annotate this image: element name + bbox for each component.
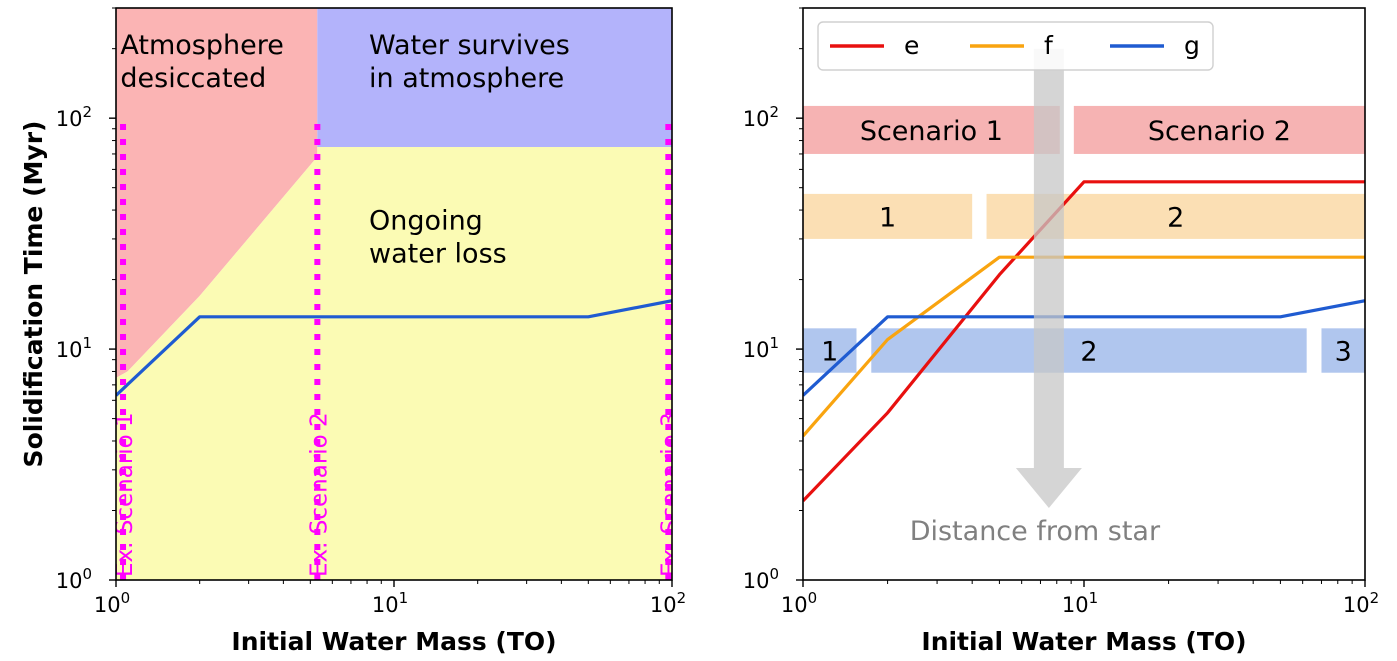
- scenario-band-layer: Scenario 1 Scenario 2 1 2 1 2 3: [803, 105, 1365, 373]
- scenario-band-label: 2: [1167, 202, 1184, 233]
- scenario-marker-layer: Ex. Scenario 1 Ex. Scenario 2 Ex. Scenario…: [112, 123, 683, 580]
- scenario-band: [803, 328, 857, 373]
- y-tick-label: 101: [743, 334, 779, 362]
- region-area: [116, 8, 318, 378]
- tick-layer: 100 101 102 100 101 102: [56, 7, 686, 617]
- x-axis-label: Initial Water Mass (TO): [231, 627, 556, 656]
- legend-label: e: [904, 31, 919, 60]
- x-tick-label: 102: [1343, 589, 1379, 617]
- legend-label: f: [1044, 31, 1054, 60]
- series-line: [803, 255, 1365, 438]
- scenario-marker-label: Ex. Scenario 2: [306, 412, 332, 577]
- scenario-band-label: 3: [1335, 337, 1352, 368]
- region-area: [116, 147, 672, 580]
- scenario-band: [803, 193, 973, 239]
- y-axis-label: Solidification Time (Myr): [19, 121, 48, 468]
- plot-frame: [802, 7, 1366, 581]
- distance-arrow: Distance from star: [910, 48, 1161, 547]
- x-tick-label: 100: [781, 589, 817, 617]
- region-area: [317, 8, 672, 147]
- x-axis-label: Initial Water Mass (TO): [921, 627, 1246, 656]
- region-label: Ongoing water loss: [369, 205, 507, 269]
- scenario-band: [1321, 328, 1365, 373]
- scenario-band: [803, 105, 1060, 154]
- region-label: Water survives in atmosphere: [369, 30, 570, 94]
- scenario-band: [871, 328, 1307, 373]
- region-label-layer: Atmosphere desiccated Water survives in atm…: [120, 30, 569, 270]
- series-layer: [803, 180, 1365, 503]
- scenario-band-label: Scenario 1: [860, 116, 1003, 147]
- legend-label: g: [1184, 31, 1200, 60]
- scenario-band: [1073, 105, 1365, 154]
- x-tick-label: 101: [1062, 589, 1098, 617]
- series-line: [803, 180, 1365, 503]
- x-tick-label: 100: [94, 589, 130, 617]
- tick-layer: 100 101 102 100 101 102: [743, 7, 1379, 617]
- scenario-band-label: 2: [1080, 337, 1097, 368]
- y-tick-label: 100: [743, 565, 779, 593]
- scenario-band-label: 1: [821, 337, 838, 368]
- left-chart: Ex. Scenario 1 Ex. Scenario 2 Ex. Scenario…: [19, 7, 686, 656]
- distance-arrow-shape: [1015, 48, 1082, 508]
- scenario-marker-label: Ex. Scenario 1: [112, 412, 138, 577]
- y-tick-label: 102: [743, 103, 779, 131]
- y-tick-label: 100: [56, 565, 92, 593]
- y-tick-label: 101: [56, 334, 92, 362]
- right-chart: Scenario 1 Scenario 2 1 2 1 2 3 Distance from …: [743, 7, 1379, 656]
- scenario-marker-label: Ex. Scenario 3: [657, 412, 683, 577]
- x-tick-label: 102: [650, 589, 686, 617]
- series-line: [803, 299, 1365, 397]
- series-line: [116, 299, 672, 397]
- distance-arrow-label: Distance from star: [910, 516, 1161, 547]
- series-layer: [116, 299, 672, 397]
- legend: e f g: [817, 21, 1214, 71]
- scenario-band-label: 1: [879, 202, 896, 233]
- x-tick-label: 101: [372, 589, 408, 617]
- scenario-band-label: Scenario 2: [1148, 116, 1291, 147]
- y-tick-label: 102: [56, 103, 92, 131]
- region-label: Atmosphere desiccated: [120, 30, 283, 94]
- region-layer: [116, 8, 672, 580]
